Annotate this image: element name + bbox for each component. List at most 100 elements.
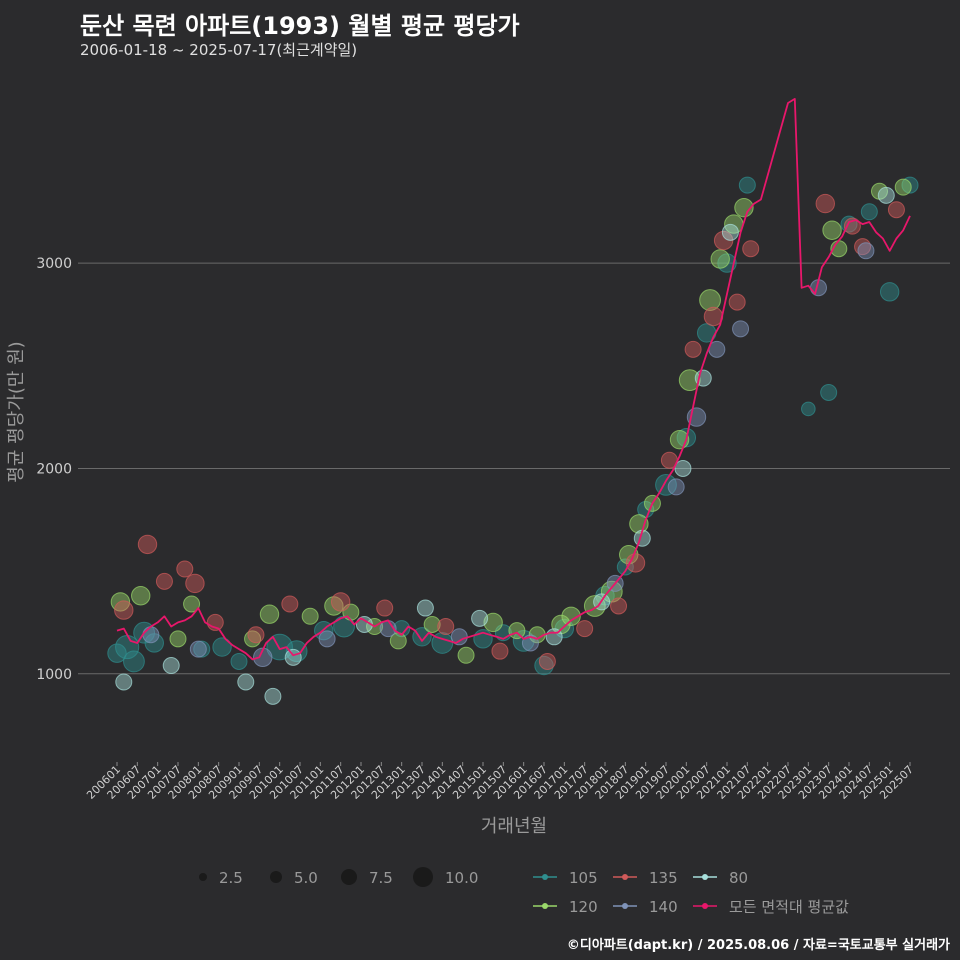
legend-label-avg: 모든 면적대 평균값 xyxy=(729,898,849,916)
point-135 xyxy=(625,553,646,573)
point-80 xyxy=(237,673,255,691)
point-105 xyxy=(879,282,900,302)
size-legend-label: 7.5 xyxy=(369,869,393,887)
point-135 xyxy=(713,230,734,251)
point-80 xyxy=(674,459,692,477)
point-135 xyxy=(538,652,556,670)
point-105 xyxy=(860,203,878,221)
legend-label-140: 140 xyxy=(649,898,678,916)
point-105 xyxy=(901,176,919,194)
point-120 xyxy=(301,607,319,625)
point-135 xyxy=(742,240,760,258)
point-135 xyxy=(330,592,351,612)
point-80 xyxy=(115,673,133,691)
point-120 xyxy=(699,289,721,311)
legend-key-dot xyxy=(622,903,628,909)
point-140 xyxy=(189,640,207,658)
point-140 xyxy=(318,630,336,648)
chart-title: 둔산 목련 아파트(1993) 월별 평균 평당가 xyxy=(80,12,520,40)
size-legend-label: 10.0 xyxy=(445,869,478,887)
x-axis-title: 거래년월 xyxy=(481,816,547,837)
point-140 xyxy=(667,478,685,496)
size-legend-dot xyxy=(413,867,433,887)
point-120 xyxy=(259,604,280,624)
size-legend-dot xyxy=(199,873,207,881)
point-135 xyxy=(728,293,746,311)
source-credit: ©디아파트(dapt.kr) / 2025.08.06 / 자료=국토교통부 실… xyxy=(566,938,950,953)
point-135 xyxy=(176,560,194,578)
average-line-path xyxy=(116,98,911,661)
point-105 xyxy=(123,650,145,673)
point-135 xyxy=(491,642,509,660)
point-105 xyxy=(285,640,308,663)
y-tick-label: 3000 xyxy=(36,256,72,272)
point-135 xyxy=(684,340,702,358)
size-legend-dot xyxy=(341,869,357,885)
point-120 xyxy=(508,622,526,640)
point-135 xyxy=(247,626,265,644)
chart-subtitle: 2006-01-18 ~ 2025-07-17(최근계약일) xyxy=(80,41,358,59)
point-135 xyxy=(281,595,299,613)
point-105 xyxy=(412,627,432,647)
point-120 xyxy=(423,615,441,633)
legend-key-dot xyxy=(702,874,708,880)
color-legend: 105 135 80 120 140 모든 면적대 평균값 xyxy=(533,869,849,916)
legend-key-dot xyxy=(702,903,708,909)
point-105 xyxy=(801,401,816,417)
legend-label-80: 80 xyxy=(729,869,748,887)
point-105 xyxy=(230,652,248,670)
point-135 xyxy=(137,534,158,555)
data-points xyxy=(107,176,919,705)
point-105 xyxy=(820,383,838,401)
size-legend-dot xyxy=(270,871,282,883)
point-120 xyxy=(483,612,503,633)
point-120 xyxy=(822,220,842,240)
point-140 xyxy=(732,320,750,338)
point-80 xyxy=(877,186,895,204)
point-80 xyxy=(162,657,180,675)
legend-label-120: 120 xyxy=(569,898,598,916)
average-line xyxy=(116,98,911,661)
gridlines xyxy=(78,262,950,675)
point-135 xyxy=(376,599,394,617)
legend-key-dot xyxy=(622,874,628,880)
y-tick-label: 1000 xyxy=(36,667,72,683)
point-120 xyxy=(894,178,912,196)
point-135 xyxy=(887,201,905,219)
y-tick-label: 2000 xyxy=(36,461,72,477)
legend-key-dot xyxy=(542,903,548,909)
point-120 xyxy=(131,586,151,606)
point-80 xyxy=(284,648,302,666)
point-135 xyxy=(155,572,173,590)
point-80 xyxy=(416,599,434,617)
legend-label-135: 135 xyxy=(649,869,678,887)
y-axis-ticks: 1000 2000 3000 xyxy=(36,256,72,683)
y-axis-title: 평균 평당가(만 원) xyxy=(6,341,27,482)
point-80 xyxy=(264,687,282,705)
point-135 xyxy=(437,618,455,636)
point-80 xyxy=(721,223,739,241)
x-axis-ticks: 2006012006072007012007072008012008072009… xyxy=(84,762,916,802)
point-105 xyxy=(738,176,756,194)
legend-label-105: 105 xyxy=(569,869,598,887)
point-120 xyxy=(678,369,701,392)
point-120 xyxy=(169,630,187,648)
point-120 xyxy=(710,249,730,269)
point-105 xyxy=(212,637,232,657)
point-135 xyxy=(114,600,134,620)
point-120 xyxy=(183,595,201,613)
size-legend: 2.5 5.0 7.5 10.0 xyxy=(199,867,478,887)
legend-key-dot xyxy=(542,874,548,880)
size-legend-label: 5.0 xyxy=(294,869,318,887)
point-80 xyxy=(471,609,489,627)
point-120 xyxy=(561,606,581,626)
point-105 xyxy=(144,633,164,653)
point-120 xyxy=(734,197,754,218)
point-135 xyxy=(576,620,594,638)
point-135 xyxy=(815,193,835,214)
point-120 xyxy=(457,646,475,664)
point-140 xyxy=(857,242,875,260)
point-135 xyxy=(185,573,205,594)
size-legend-label: 2.5 xyxy=(219,869,243,887)
